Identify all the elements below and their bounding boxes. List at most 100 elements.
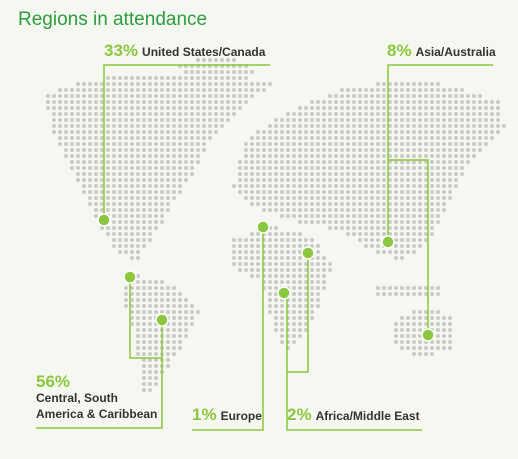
map-dot (466, 118, 470, 122)
map-dot (148, 154, 152, 158)
map-dot (478, 112, 482, 116)
map-dot (382, 94, 386, 98)
map-dot (262, 172, 266, 176)
map-dot (304, 130, 308, 134)
map-dot (298, 214, 302, 218)
map-dot (124, 244, 128, 248)
map-dot (232, 262, 236, 266)
map-dot (490, 112, 494, 116)
map-dot (316, 292, 320, 296)
map-dot (106, 130, 110, 134)
world-map-dots (46, 58, 506, 392)
map-dot (328, 220, 332, 224)
map-dot (154, 100, 158, 104)
map-dot (262, 166, 266, 170)
map-dot (190, 310, 194, 314)
map-dot (316, 256, 320, 260)
map-dot (148, 184, 152, 188)
map-dot (364, 184, 368, 188)
map-dot (430, 214, 434, 218)
map-dot (430, 184, 434, 188)
map-dot (130, 244, 134, 248)
map-dot (358, 208, 362, 212)
map-dot (424, 292, 428, 296)
map-dot (118, 94, 122, 98)
map-dot (160, 286, 164, 290)
map-dot (142, 292, 146, 296)
map-dot (478, 94, 482, 98)
map-dot (460, 136, 464, 140)
map-dot (94, 130, 98, 134)
map-dot (292, 262, 296, 266)
map-dot (214, 100, 218, 104)
map-dot (82, 112, 86, 116)
map-dot (448, 106, 452, 110)
map-dot (436, 160, 440, 164)
map-dot (304, 298, 308, 302)
callout-line (129, 277, 162, 359)
map-dot (358, 124, 362, 128)
map-dot (238, 94, 242, 98)
map-dot (406, 106, 410, 110)
map-dot (118, 214, 122, 218)
map-dot (412, 148, 416, 152)
map-dot (370, 226, 374, 230)
map-dot (412, 310, 416, 314)
map-dot (394, 154, 398, 158)
map-dot (172, 166, 176, 170)
map-dot (478, 136, 482, 140)
map-dot (298, 190, 302, 194)
map-dot (334, 118, 338, 122)
map-dot (478, 124, 482, 128)
map-dot (280, 136, 284, 140)
map-dot (376, 148, 380, 152)
map-dot (286, 160, 290, 164)
map-dot (322, 136, 326, 140)
map-dot (274, 286, 278, 290)
map-dot (406, 208, 410, 212)
map-dot (436, 130, 440, 134)
map-dot (280, 232, 284, 236)
map-dot (334, 208, 338, 212)
map-dot (376, 82, 380, 86)
map-dot (424, 88, 428, 92)
map-dot (70, 118, 74, 122)
map-dot (358, 136, 362, 140)
map-dot (346, 124, 350, 128)
map-dot (118, 82, 122, 86)
map-dot (412, 136, 416, 140)
map-dot (322, 154, 326, 158)
map-dot (106, 196, 110, 200)
map-dot (178, 118, 182, 122)
map-dot (190, 316, 194, 320)
map-dot (430, 106, 434, 110)
map-dot (112, 112, 116, 116)
map-dot (400, 286, 404, 290)
map-dot (346, 130, 350, 134)
map-dot (418, 172, 422, 176)
map-dot (274, 298, 278, 302)
map-dot (118, 130, 122, 134)
map-dot (370, 148, 374, 152)
map-dot (484, 106, 488, 110)
map-dot (160, 166, 164, 170)
map-dot (190, 100, 194, 104)
map-dot (148, 112, 152, 116)
map-dot (424, 226, 428, 230)
map-dot (172, 184, 176, 188)
map-dot (370, 184, 374, 188)
map-dot (196, 76, 200, 80)
map-dot (418, 118, 422, 122)
map-dot (328, 100, 332, 104)
map-dot (268, 208, 272, 212)
map-dot (148, 322, 152, 326)
map-dot (406, 100, 410, 104)
map-dot (292, 244, 296, 248)
map-dot (406, 130, 410, 134)
map-dot (208, 58, 212, 62)
map-dot (448, 154, 452, 158)
map-dot (436, 316, 440, 320)
map-dot (262, 136, 266, 140)
map-dot (244, 76, 248, 80)
map-dot (328, 148, 332, 152)
